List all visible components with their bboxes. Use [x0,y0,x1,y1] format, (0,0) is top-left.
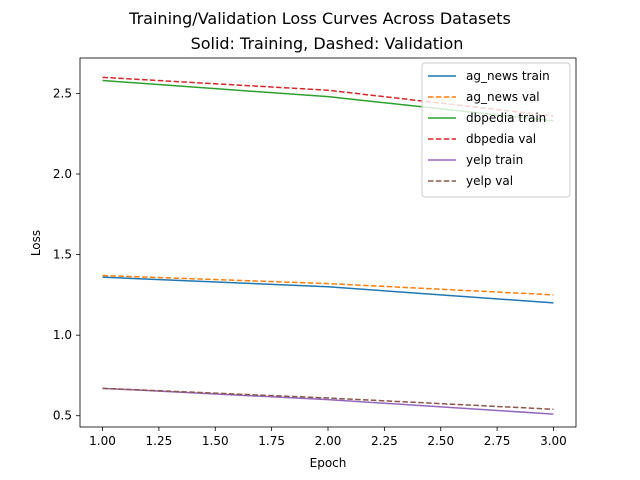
legend-label-1: ag_news val [466,90,540,104]
x-axis-label: Epoch [310,456,347,470]
y-axis-label: Loss [29,230,43,256]
legend-label-2: dbpedia train [466,111,546,125]
x-tick-label: 2.25 [371,434,398,448]
legend-label-5: yelp val [466,174,513,188]
y-axis: 0.5 1.0 1.5 2.0 2.5 [53,86,80,423]
y-tick-label: 2.0 [53,167,72,181]
y-tick-label: 1.0 [53,328,72,342]
x-tick-label: 3.00 [540,434,567,448]
series-line-3 [102,76,554,117]
legend-label-0: ag_news train [466,69,550,83]
series-line-4 [102,387,554,415]
x-tick-label: 1.25 [146,434,173,448]
y-tick-label: 2.5 [53,86,72,100]
x-axis: 1.00 1.25 1.50 1.75 2.00 2.25 2.50 2.75 3.00 [89,427,567,448]
legend: ag_news train ag_news val dbpedia train dbp… [421,62,571,198]
series-layer [102,76,554,415]
x-tick-label: 1.00 [89,434,116,448]
x-tick-label: 1.50 [202,434,229,448]
x-tick-label: 2.50 [427,434,454,448]
chart-title: Training/Validation Loss Curves Across D… [128,9,511,28]
x-tick-label: 2.00 [315,434,342,448]
legend-box [421,62,571,198]
chart-subtitle: Solid: Training, Dashed: Validation [191,34,464,53]
series-line-1 [102,274,554,296]
x-tick-label: 1.75 [258,434,285,448]
legend-label-3: dbpedia val [466,132,536,146]
legend-label-4: yelp train [466,153,523,167]
series-line-5 [102,387,554,411]
y-tick-label: 1.5 [53,248,72,262]
series-line-0 [102,276,554,304]
x-tick-label: 2.75 [484,434,511,448]
y-tick-label: 0.5 [53,409,72,423]
